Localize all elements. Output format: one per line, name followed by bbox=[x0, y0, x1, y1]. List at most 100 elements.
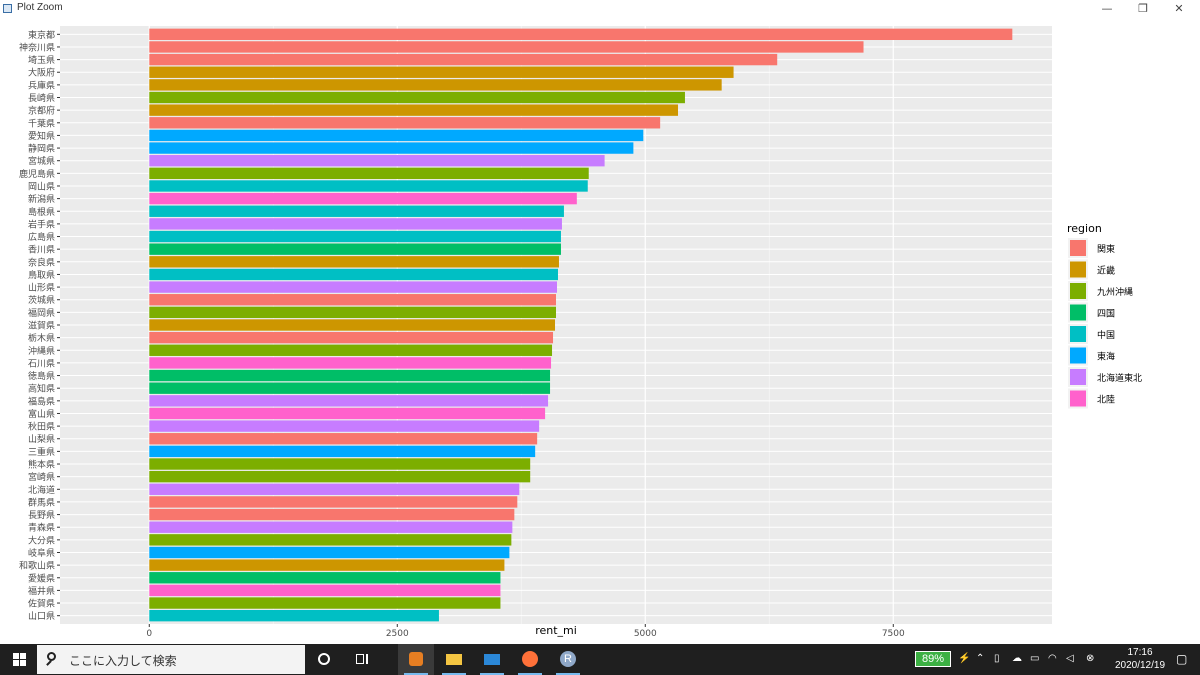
bar bbox=[149, 534, 512, 546]
bar bbox=[149, 142, 634, 154]
legend-swatch bbox=[1070, 369, 1086, 385]
start-button[interactable] bbox=[0, 644, 36, 675]
legend-label: 九州沖縄 bbox=[1097, 286, 1133, 298]
legend-swatch bbox=[1070, 347, 1086, 364]
y-tick-label: 島根県 bbox=[28, 206, 55, 218]
bar bbox=[149, 268, 558, 281]
bar bbox=[149, 445, 536, 458]
y-tick-label: 和歌山県 bbox=[19, 560, 55, 572]
bar bbox=[149, 331, 554, 344]
bar bbox=[149, 420, 540, 432]
legend-swatch bbox=[1070, 304, 1086, 321]
clock[interactable]: 17:16 2020/12/19 bbox=[1112, 646, 1168, 672]
taskbar-search[interactable]: ここに入力して検索 bbox=[37, 645, 305, 674]
y-tick-label: 香川県 bbox=[28, 245, 55, 256]
y-tick-label: 熊本県 bbox=[28, 459, 55, 471]
restore-button[interactable]: ❐ bbox=[1138, 2, 1148, 15]
y-tick-label: 京都府 bbox=[28, 105, 55, 117]
taskbar: ここに入力して検索 R 89% ⚡ ⌃ ▯ ☁ ▭ ◠ ◁ ⊗ 17:16 20… bbox=[0, 644, 1200, 675]
bar bbox=[149, 521, 513, 533]
notification-icon[interactable]: ▢ bbox=[1176, 652, 1188, 666]
y-tick-label: 鹿児島県 bbox=[19, 168, 55, 180]
bar bbox=[149, 306, 556, 319]
bar bbox=[149, 382, 551, 394]
device-icon[interactable]: ▯ bbox=[994, 653, 1000, 664]
y-tick-label: 高知県 bbox=[28, 383, 55, 395]
task-view-icon[interactable] bbox=[344, 644, 380, 675]
chevron-up-icon[interactable]: ⌃ bbox=[976, 653, 985, 664]
y-tick-label: 大阪府 bbox=[28, 67, 55, 79]
window-title: Plot Zoom bbox=[17, 2, 63, 13]
bar bbox=[149, 104, 679, 116]
legend-swatch bbox=[1070, 240, 1086, 256]
bar bbox=[149, 218, 562, 230]
y-tick-label: 兵庫県 bbox=[28, 79, 55, 91]
y-tick-label: 愛知県 bbox=[28, 130, 55, 142]
bar bbox=[149, 41, 864, 53]
bar bbox=[149, 344, 553, 356]
bar bbox=[149, 230, 561, 243]
x-tick-labels: 0 2500 5000 7500 bbox=[146, 624, 905, 639]
mail-icon[interactable] bbox=[474, 644, 510, 675]
cloud-icon[interactable]: ☁ bbox=[1012, 653, 1022, 664]
y-tick-label: 静岡県 bbox=[28, 143, 55, 155]
bar bbox=[149, 167, 589, 180]
file-explorer-icon[interactable] bbox=[436, 644, 472, 675]
bar bbox=[149, 357, 552, 369]
r-gui-icon[interactable]: R bbox=[550, 644, 586, 675]
wifi-icon[interactable]: ◠ bbox=[1048, 653, 1057, 664]
bar bbox=[149, 205, 564, 217]
y-tick-label: 秋田県 bbox=[28, 421, 55, 433]
y-tick-label: 茨城県 bbox=[28, 294, 55, 306]
bar bbox=[149, 155, 605, 167]
firefox-icon[interactable] bbox=[512, 644, 548, 675]
y-tick-label: 富山県 bbox=[28, 408, 55, 420]
legend-swatch bbox=[1070, 390, 1086, 407]
y-tick-label: 三重県 bbox=[28, 446, 55, 458]
legend-label: 北海道東北 bbox=[1097, 372, 1142, 384]
y-tick-label: 福島県 bbox=[28, 395, 55, 407]
x-tick-label: 0 bbox=[146, 629, 152, 639]
close-circle-icon[interactable]: ⊗ bbox=[1086, 653, 1095, 664]
y-tick-label: 岩手県 bbox=[28, 218, 55, 230]
legend-label: 東海 bbox=[1097, 351, 1115, 363]
bar bbox=[149, 609, 439, 622]
bar bbox=[149, 243, 561, 255]
x-axis-title: rent_mi bbox=[535, 624, 577, 637]
cortana-icon[interactable] bbox=[306, 644, 342, 675]
y-tick-labels: 東京都神奈川県埼玉県大阪府兵庫県長崎県京都府千葉県愛知県静岡県宮城県鹿児島県岡山… bbox=[19, 29, 60, 622]
bar bbox=[149, 53, 778, 66]
bar bbox=[149, 28, 1013, 41]
y-tick-label: 大分県 bbox=[28, 534, 55, 546]
y-tick-label: 東京都 bbox=[28, 29, 55, 41]
legend-swatch bbox=[1070, 261, 1086, 278]
bar bbox=[149, 180, 588, 192]
y-tick-label: 群馬県 bbox=[28, 496, 55, 508]
x-tick-label: 2500 bbox=[386, 629, 409, 639]
close-button[interactable]: ✕ bbox=[1174, 2, 1184, 15]
search-placeholder: ここに入力して検索 bbox=[69, 654, 177, 668]
rstudio-taskbar-icon[interactable] bbox=[398, 644, 434, 675]
battery-icon[interactable]: ▭ bbox=[1030, 653, 1040, 664]
y-tick-label: 長野県 bbox=[28, 510, 55, 521]
clock-time: 17:16 bbox=[1127, 647, 1153, 658]
volume-icon[interactable]: ◁ bbox=[1066, 653, 1074, 664]
charging-icon: ⚡ bbox=[958, 653, 971, 664]
bar bbox=[149, 572, 501, 584]
bar bbox=[149, 369, 551, 382]
y-tick-label: 佐賀県 bbox=[28, 598, 55, 610]
battery-indicator[interactable]: 89% bbox=[915, 651, 951, 667]
y-tick-label: 奈良県 bbox=[28, 256, 55, 268]
y-tick-label: 埼玉県 bbox=[28, 54, 55, 66]
y-tick-label: 愛媛県 bbox=[28, 572, 55, 584]
bar bbox=[149, 584, 501, 597]
x-tick-label: 7500 bbox=[882, 629, 905, 639]
legend-label: 北陸 bbox=[1097, 394, 1115, 406]
bars-group bbox=[149, 28, 1013, 622]
minimize-button[interactable]: — bbox=[1101, 2, 1113, 15]
bar bbox=[149, 256, 559, 268]
bar bbox=[149, 91, 685, 104]
y-tick-label: 山形県 bbox=[28, 282, 55, 294]
y-tick-label: 宮城県 bbox=[28, 155, 55, 167]
